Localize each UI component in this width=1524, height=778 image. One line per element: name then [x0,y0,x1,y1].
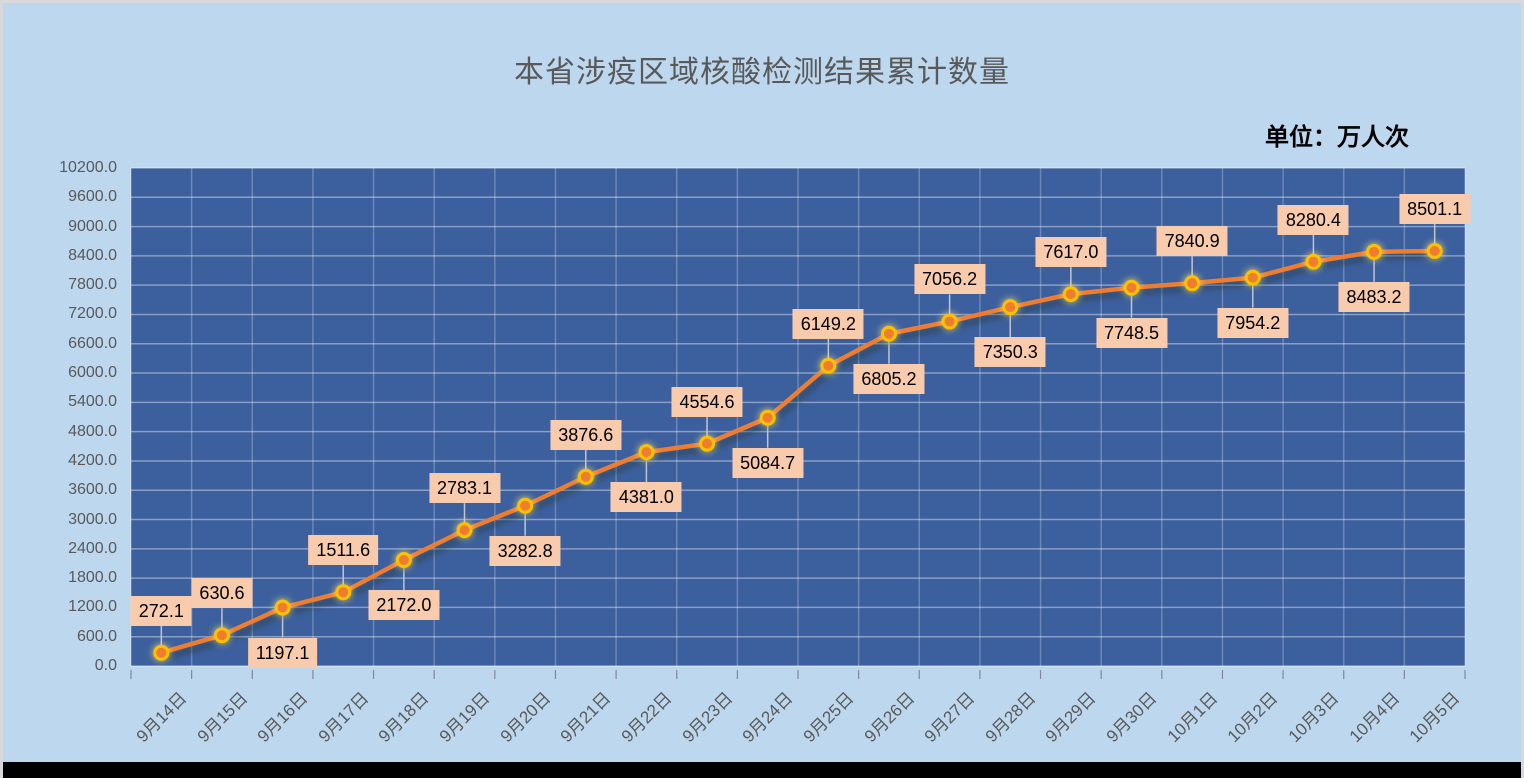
chart-title: 本省涉疫区域核酸检测结果累计数量 [514,56,1010,89]
data-label: 2783.1 [428,473,501,504]
data-label: 7748.5 [1095,317,1168,348]
data-label: 8280.4 [1277,204,1349,235]
x-axis-tick-label-text: 10月1日 [1163,688,1222,747]
y-axis-tick-label: 10200.0 [59,159,117,176]
x-axis-tick-label-text: 9月24日 [739,688,797,747]
y-axis-tick-label: 6000.0 [68,364,117,382]
x-axis-tick-label-text: 9月19日 [435,688,494,747]
data-label: 4381.0 [610,482,682,513]
y-axis-tick-label: 3000.0 [68,510,117,528]
data-label: 4554.6 [671,386,743,417]
y-axis-tick-label: 0.0 [94,657,117,674]
x-axis-tick-label-text: 9月16日 [254,688,312,747]
x-axis-tick-label-text: 9月26日 [860,688,918,747]
data-label: 630.6 [191,578,253,609]
y-axis-tick-label: 3600.0 [68,481,117,499]
data-label: 6149.2 [792,308,864,339]
data-label: 6805.2 [853,363,925,394]
x-axis-tick-label-text: 9月30日 [1102,688,1161,747]
x-axis-tick-label-text: 9月20日 [496,688,555,747]
x-axis-tick-label-text: 9月22日 [617,688,676,747]
y-axis-tick-label: 9000.0 [68,217,117,235]
data-label: 7840.9 [1156,226,1228,257]
data-label: 5084.7 [732,447,804,478]
data-label: 7954.2 [1217,307,1289,338]
data-label: 272.1 [130,595,192,626]
x-axis-tick-label-text: 9月23日 [678,688,737,747]
y-axis-tick-label: 7200.0 [68,305,117,323]
x-axis-tick-label-text: 9月28日 [981,688,1040,747]
data-label: 3282.8 [489,535,561,566]
unit-label: 单位：万人次 [1265,124,1409,151]
y-axis-tick-label: 9600.0 [68,188,117,206]
plot-area [131,168,1465,666]
bottom-bar [3,762,1521,778]
x-axis-tick-label-text: 9月15日 [193,688,251,747]
x-axis-tick-label-text: 9月17日 [314,688,373,747]
data-label: 3876.6 [550,419,622,450]
y-axis-tick-label: 2400.0 [68,539,117,557]
y-axis-tick-label: 1800.0 [68,569,117,587]
data-label: 7056.2 [914,264,986,295]
data-label: 8501.1 [1399,193,1471,224]
data-label: 1197.1 [247,637,318,668]
y-axis-tick-label: 6600.0 [68,334,117,352]
x-axis-tick-label-text: 9月14日 [132,688,191,747]
x-axis-tick-label-text: 10月2日 [1224,688,1282,747]
x-axis-tick-label-text: 9月27日 [921,688,979,747]
y-axis-tick-label: 1200.0 [68,598,117,616]
data-label: 8483.2 [1338,281,1410,312]
y-axis-tick-label: 4800.0 [68,422,117,440]
data-label: 7350.3 [974,337,1046,368]
y-axis-tick-label: 5400.0 [68,393,117,411]
x-axis-tick-label-text: 10月3日 [1284,688,1343,747]
data-label: 1511.6 [308,535,379,566]
y-axis-tick-label: 7800.0 [68,276,117,294]
y-axis-tick-label: 4200.0 [68,451,117,469]
x-axis-tick-label-text: 9月21日 [557,688,615,747]
x-axis-tick-label-text: 10月4日 [1345,688,1404,747]
x-axis-tick-label-text: 10月5日 [1406,688,1464,747]
data-label: 2172.0 [368,589,440,620]
x-axis-tick-label-text: 9月18日 [375,688,433,747]
x-axis-tick-label-text: 9月25日 [799,688,858,747]
y-axis-tick-label: 8400.0 [68,246,117,264]
data-label: 7617.0 [1035,237,1107,268]
y-axis-tick-label: 600.0 [76,627,117,645]
x-axis-tick-label-text: 9月29日 [1042,688,1100,747]
